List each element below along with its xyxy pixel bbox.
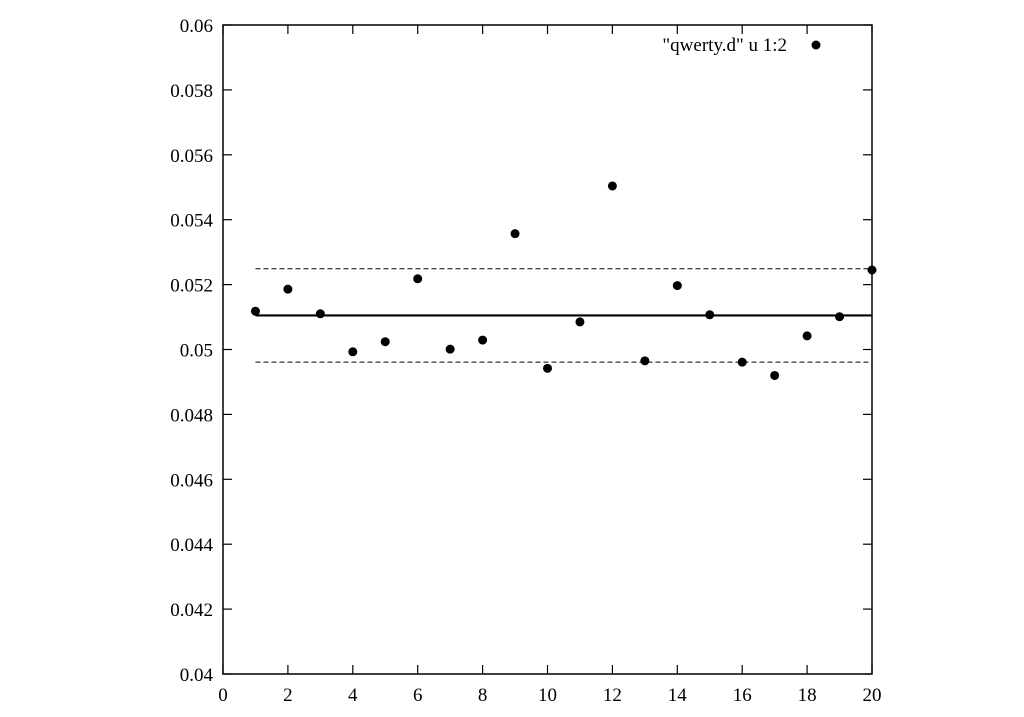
- data-point: [770, 370, 780, 380]
- y-tick-label: 0.06: [180, 16, 213, 37]
- data-point: [607, 181, 617, 191]
- data-point: [867, 265, 877, 275]
- legend-label: "qwerty.d" u 1:2: [662, 35, 787, 56]
- y-tick-label: 0.054: [170, 211, 213, 232]
- data-point: [510, 229, 520, 239]
- data-point: [250, 306, 260, 316]
- data-point: [575, 317, 585, 327]
- x-tick-label: 2: [283, 685, 293, 706]
- x-tick-label: 10: [538, 685, 557, 706]
- data-point: [835, 312, 845, 322]
- x-tick-label: 6: [413, 685, 423, 706]
- data-point: [283, 284, 293, 294]
- x-tick-label: 8: [478, 685, 488, 706]
- x-tick-label: 16: [733, 685, 752, 706]
- data-point: [380, 337, 390, 347]
- y-tick-label: 0.042: [170, 600, 213, 621]
- legend: "qwerty.d" u 1:2: [662, 35, 821, 56]
- data-point: [413, 274, 423, 284]
- x-tick-label: 20: [863, 685, 882, 706]
- data-point: [315, 309, 325, 319]
- reference-lines: [255, 268, 872, 363]
- y-tick-label: 0.058: [170, 81, 213, 102]
- axis-ticks: 0 2 4 6 8 10 12 14 16 18 20 0.04 0.042 0.044 0.046 0.04…: [170, 16, 881, 706]
- data-point: [445, 344, 455, 354]
- x-tick-label: 12: [603, 685, 622, 706]
- data-point: [348, 347, 358, 357]
- data-point: [802, 331, 812, 341]
- x-tick-label: 0: [218, 685, 228, 706]
- data-point: [543, 363, 552, 373]
- data-point: [672, 281, 682, 291]
- x-tick-label: 18: [798, 685, 817, 706]
- x-tick-label: 4: [348, 685, 358, 706]
- y-tick-label: 0.04: [180, 665, 214, 686]
- y-tick-label: 0.046: [170, 470, 213, 491]
- data-point: [478, 335, 488, 345]
- legend-marker: [811, 40, 821, 50]
- y-tick-label: 0.05: [180, 341, 213, 362]
- y-tick-label: 0.048: [170, 405, 213, 426]
- data-point: [705, 310, 715, 320]
- x-tick-label: 14: [668, 685, 688, 706]
- plot-frame: [222, 24, 873, 675]
- data-points: [250, 181, 877, 380]
- data-point: [737, 357, 747, 367]
- data-point: [640, 356, 650, 366]
- y-tick-label: 0.052: [170, 276, 213, 297]
- y-tick-label: 0.056: [170, 146, 213, 167]
- y-tick-label: 0.044: [170, 535, 213, 556]
